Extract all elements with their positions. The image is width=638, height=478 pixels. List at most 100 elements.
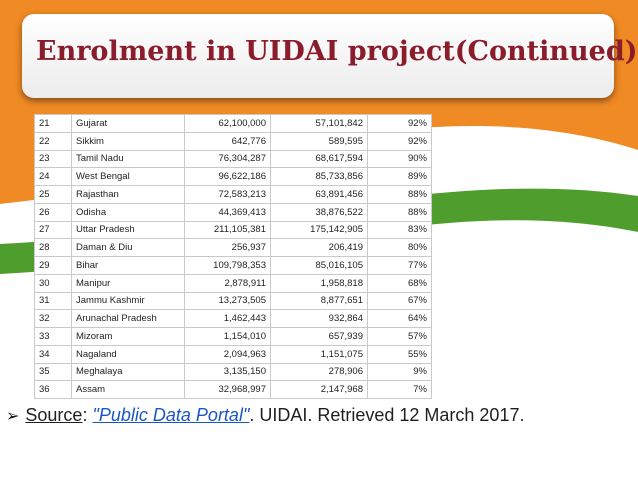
table-row: 32 Arunachal Pradesh 1,462,443 932,864 64% bbox=[34, 309, 432, 328]
cell-rank: 32 bbox=[34, 309, 72, 328]
cell-state: Bihar bbox=[71, 256, 185, 275]
cell-enrolled: 85,016,105 bbox=[270, 256, 368, 275]
cell-population: 76,304,287 bbox=[184, 149, 271, 169]
table-row: 21 Gujarat 62,100,000 57,101,842 92% bbox=[34, 114, 432, 133]
cell-rank: 28 bbox=[34, 238, 72, 257]
enrolment-table: 21 Gujarat 62,100,000 57,101,842 92% 22 Sikkim… bbox=[34, 114, 432, 399]
cell-enrolled: 68,617,594 bbox=[270, 149, 368, 169]
cell-state: Uttar Pradesh bbox=[71, 220, 185, 240]
table-row: 31 Jammu Kashmir 13,273,505 8,877,651 67% bbox=[34, 291, 432, 311]
cell-enrolled: 8,877,651 bbox=[270, 291, 368, 311]
cell-population: 3,135,150 bbox=[184, 362, 271, 382]
cell-rank: 35 bbox=[34, 362, 72, 382]
table-row: 34 Nagaland 2,094,963 1,151,075 55% bbox=[34, 344, 432, 364]
cell-percent: 9% bbox=[367, 362, 432, 382]
cell-enrolled: 589,595 bbox=[270, 131, 368, 151]
cell-population: 32,968,997 bbox=[184, 380, 271, 399]
cell-population: 1,154,010 bbox=[184, 327, 271, 346]
table-row: 25 Rajasthan 72,583,213 63,891,456 88% bbox=[34, 185, 432, 204]
cell-percent: 57% bbox=[367, 327, 432, 346]
public-data-portal-link[interactable]: "Public Data Portal" bbox=[92, 405, 250, 425]
cell-population: 1,462,443 bbox=[184, 309, 271, 328]
arrow-bullet-icon: ➢ bbox=[6, 408, 20, 425]
cell-enrolled: 63,891,456 bbox=[270, 185, 368, 204]
table-row: 30 Manipur 2,878,911 1,958,818 68% bbox=[34, 273, 432, 293]
cell-population: 62,100,000 bbox=[184, 114, 271, 133]
cell-state: Nagaland bbox=[71, 344, 185, 364]
cell-population: 211,105,381 bbox=[184, 220, 271, 240]
title-box: Enrolment in UIDAI project(Continued) bbox=[22, 14, 638, 98]
cell-percent: 83% bbox=[367, 220, 432, 240]
cell-enrolled: 1,958,818 bbox=[270, 273, 368, 293]
table-row: 35 Meghalaya 3,135,150 278,906 9% bbox=[34, 362, 432, 382]
cell-rank: 33 bbox=[34, 327, 72, 346]
cell-enrolled: 175,142,905 bbox=[270, 220, 368, 240]
cell-population: 2,094,963 bbox=[184, 344, 271, 364]
cell-rank: 27 bbox=[34, 220, 72, 240]
cell-rank: 36 bbox=[34, 380, 72, 399]
cell-state: Gujarat bbox=[71, 114, 185, 133]
cell-enrolled: 206,419 bbox=[270, 238, 368, 257]
cell-state: Assam bbox=[71, 380, 185, 399]
cell-state: Odisha bbox=[71, 202, 185, 222]
source-colon: : bbox=[82, 405, 88, 425]
cell-enrolled: 85,733,856 bbox=[270, 167, 368, 186]
cell-percent: 90% bbox=[367, 149, 432, 169]
table-row: 28 Daman & Diu 256,937 206,419 80% bbox=[34, 238, 432, 257]
cell-percent: 67% bbox=[367, 291, 432, 311]
source-rest-text: . UIDAI. Retrieved 12 March 2017. bbox=[249, 405, 525, 425]
table-row: 22 Sikkim 642,776 589,595 92% bbox=[34, 131, 432, 151]
cell-state: Sikkim bbox=[71, 131, 185, 151]
table-row: 24 West Bengal 96,622,186 85,733,856 89% bbox=[34, 167, 432, 186]
cell-state: Jammu Kashmir bbox=[71, 291, 185, 311]
slide-title: Enrolment in UIDAI project(Continued) bbox=[36, 36, 638, 67]
cell-state: Daman & Diu bbox=[71, 238, 185, 257]
table-row: 27 Uttar Pradesh 211,105,381 175,142,905 83% bbox=[34, 220, 432, 240]
cell-percent: 64% bbox=[367, 309, 432, 328]
cell-state: Mizoram bbox=[71, 327, 185, 346]
cell-enrolled: 38,876,522 bbox=[270, 202, 368, 222]
cell-enrolled: 1,151,075 bbox=[270, 344, 368, 364]
cell-population: 44,369,413 bbox=[184, 202, 271, 222]
cell-population: 2,878,911 bbox=[184, 273, 271, 293]
cell-rank: 24 bbox=[34, 167, 72, 186]
cell-percent: 7% bbox=[367, 380, 432, 399]
source-line: ➢ Source: "Public Data Portal". UIDAI. Re… bbox=[6, 405, 632, 426]
cell-enrolled: 2,147,968 bbox=[270, 380, 368, 399]
cell-population: 109,798,353 bbox=[184, 256, 271, 275]
cell-enrolled: 57,101,842 bbox=[270, 114, 368, 133]
cell-enrolled: 278,906 bbox=[270, 362, 368, 382]
cell-rank: 21 bbox=[34, 114, 72, 133]
cell-rank: 22 bbox=[34, 131, 72, 151]
table-row: 26 Odisha 44,369,413 38,876,522 88% bbox=[34, 202, 432, 222]
table-row: 29 Bihar 109,798,353 85,016,105 77% bbox=[34, 256, 432, 275]
source-label: Source bbox=[25, 405, 83, 425]
cell-rank: 34 bbox=[34, 344, 72, 364]
cell-state: Arunachal Pradesh bbox=[71, 309, 185, 328]
cell-state: West Bengal bbox=[71, 167, 185, 186]
cell-percent: 88% bbox=[367, 202, 432, 222]
cell-rank: 23 bbox=[34, 149, 72, 169]
cell-percent: 80% bbox=[367, 238, 432, 257]
cell-state: Rajasthan bbox=[71, 185, 185, 204]
table-row: 33 Mizoram 1,154,010 657,939 57% bbox=[34, 327, 432, 346]
cell-population: 256,937 bbox=[184, 238, 271, 257]
cell-population: 96,622,186 bbox=[184, 167, 271, 186]
cell-percent: 88% bbox=[367, 185, 432, 204]
table-row: 23 Tamil Nadu 76,304,287 68,617,594 90% bbox=[34, 149, 432, 169]
cell-rank: 25 bbox=[34, 185, 72, 204]
cell-population: 13,273,505 bbox=[184, 291, 271, 311]
cell-rank: 26 bbox=[34, 202, 72, 222]
cell-enrolled: 932,864 bbox=[270, 309, 368, 328]
cell-state: Tamil Nadu bbox=[71, 149, 185, 169]
cell-population: 72,583,213 bbox=[184, 185, 271, 204]
cell-population: 642,776 bbox=[184, 131, 271, 151]
cell-percent: 92% bbox=[367, 114, 432, 133]
cell-percent: 89% bbox=[367, 167, 432, 186]
cell-percent: 77% bbox=[367, 256, 432, 275]
cell-rank: 31 bbox=[34, 291, 72, 311]
cell-enrolled: 657,939 bbox=[270, 327, 368, 346]
cell-state: Meghalaya bbox=[71, 362, 185, 382]
cell-percent: 92% bbox=[367, 131, 432, 151]
enrolment-table-image: 21 Gujarat 62,100,000 57,101,842 92% 22 Sikkim… bbox=[34, 114, 432, 399]
